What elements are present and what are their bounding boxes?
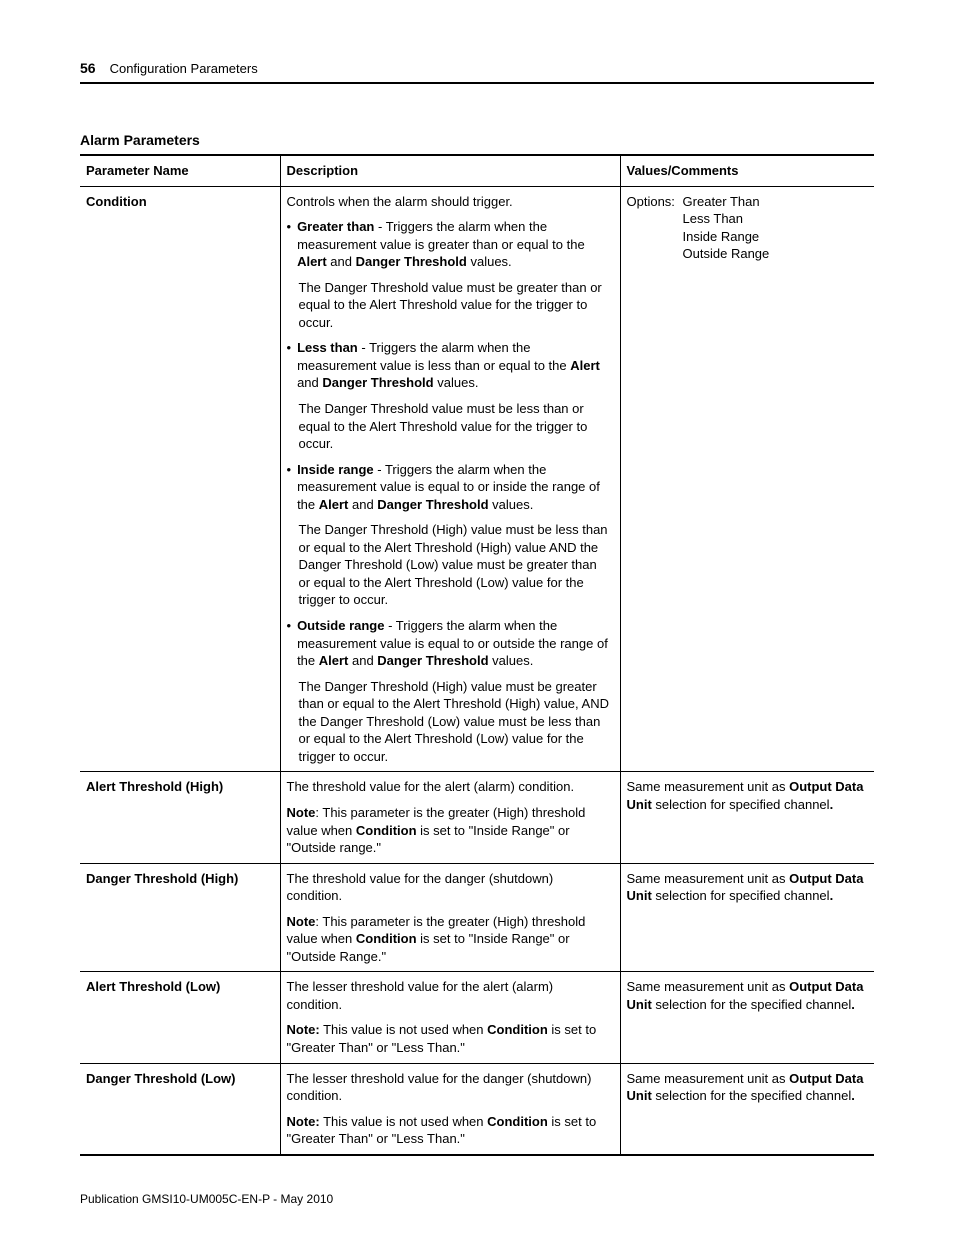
alarm-parameters-table: Parameter Name Description Values/Commen… [80, 154, 874, 1156]
param-desc: The lesser threshold value for the dange… [280, 1063, 620, 1155]
desc-note: Note: This value is not used when Condit… [287, 1021, 612, 1056]
text: values. [467, 254, 512, 269]
text: and [327, 254, 356, 269]
bullet-note: The Danger Threshold (High) value must b… [287, 678, 612, 766]
text: . [851, 1088, 855, 1103]
page-header: 56 Configuration Parameters [80, 60, 874, 84]
bullet-lead: Inside range [297, 462, 374, 477]
table-row: Danger Threshold (High) The threshold va… [80, 863, 874, 972]
bold-text: Condition [356, 823, 417, 838]
param-name: Danger Threshold (High) [80, 863, 280, 972]
options-list: Greater Than Less Than Inside Range Outs… [679, 193, 770, 263]
text: Same measurement unit as [627, 871, 790, 886]
table-row: Condition Controls when the alarm should… [80, 186, 874, 772]
option-item: Less Than [683, 210, 770, 228]
param-values: Same measurement unit as Output Data Uni… [620, 863, 874, 972]
option-item: Inside Range [683, 228, 770, 246]
bullet-note: The Danger Threshold (High) value must b… [287, 521, 612, 609]
bullet-item: • Greater than - Triggers the alarm when… [287, 218, 612, 271]
bullet-lead: Less than [297, 340, 358, 355]
section-title: Configuration Parameters [110, 61, 258, 76]
bullet-lead: Greater than [297, 219, 374, 234]
note-label: Note [287, 805, 316, 820]
note-label: Note: [287, 1114, 320, 1129]
param-desc: Controls when the alarm should trigger. … [280, 186, 620, 772]
text: values. [434, 375, 479, 390]
desc-text: The lesser threshold value for the dange… [287, 1070, 612, 1105]
param-name: Alert Threshold (High) [80, 772, 280, 863]
text: . [851, 997, 855, 1012]
desc-note: Note: This value is not used when Condit… [287, 1113, 612, 1148]
desc-note: Note: This parameter is the greater (Hig… [287, 804, 612, 857]
table-row: Alert Threshold (Low) The lesser thresho… [80, 972, 874, 1063]
text: selection for specified channel [652, 797, 830, 812]
desc-note: Note: This parameter is the greater (Hig… [287, 913, 612, 966]
param-desc: The threshold value for the danger (shut… [280, 863, 620, 972]
bold-text: Alert [319, 653, 349, 668]
text: and [348, 497, 377, 512]
text: This value is not used when [320, 1022, 487, 1037]
bold-text: Condition [487, 1022, 548, 1037]
table-row: Alert Threshold (High) The threshold val… [80, 772, 874, 863]
text: . [830, 797, 834, 812]
bold-text: Danger Threshold [377, 497, 488, 512]
text: Same measurement unit as [627, 779, 790, 794]
page-footer: Publication GMSI10-UM005C-EN-P - May 201… [80, 1192, 874, 1206]
bullet-note: The Danger Threshold value must be less … [287, 400, 612, 453]
desc-text: The lesser threshold value for the alert… [287, 978, 612, 1013]
param-values: Same measurement unit as Output Data Uni… [620, 772, 874, 863]
desc-text: The threshold value for the danger (shut… [287, 870, 612, 905]
text: and [297, 375, 322, 390]
note-label: Note [287, 914, 316, 929]
text: selection for specified channel [652, 888, 830, 903]
param-desc: The lesser threshold value for the alert… [280, 972, 620, 1063]
bold-text: Danger Threshold [322, 375, 433, 390]
text: This value is not used when [320, 1114, 487, 1129]
table-row: Danger Threshold (Low) The lesser thresh… [80, 1063, 874, 1155]
text: and [348, 653, 377, 668]
bold-text: Condition [356, 931, 417, 946]
bold-text: Alert [297, 254, 327, 269]
col-header-values: Values/Comments [620, 155, 874, 186]
text: values. [489, 653, 534, 668]
col-header-param: Parameter Name [80, 155, 280, 186]
param-name: Condition [80, 186, 280, 772]
bold-text: Danger Threshold [377, 653, 488, 668]
desc-text: Controls when the alarm should trigger. [287, 193, 612, 211]
param-name: Alert Threshold (Low) [80, 972, 280, 1063]
bullet-lead: Outside range [297, 618, 384, 633]
option-item: Outside Range [683, 245, 770, 263]
param-name: Danger Threshold (Low) [80, 1063, 280, 1155]
param-values: Options: Greater Than Less Than Inside R… [620, 186, 874, 772]
bullet-item: • Less than - Triggers the alarm when th… [287, 339, 612, 392]
option-item: Greater Than [683, 193, 770, 211]
bold-text: Condition [487, 1114, 548, 1129]
table-caption: Alarm Parameters [80, 132, 874, 148]
bold-text: Danger Threshold [356, 254, 467, 269]
text: values. [489, 497, 534, 512]
page-number: 56 [80, 60, 96, 76]
text: Same measurement unit as [627, 1071, 790, 1086]
bold-text: Alert [570, 358, 600, 373]
param-desc: The threshold value for the alert (alarm… [280, 772, 620, 863]
options-label: Options: [627, 193, 675, 211]
bold-text: Alert [319, 497, 349, 512]
text: selection for the specified channel [652, 1088, 851, 1103]
text: Same measurement unit as [627, 979, 790, 994]
note-label: Note: [287, 1022, 320, 1037]
param-values: Same measurement unit as Output Data Uni… [620, 1063, 874, 1155]
bullet-note: The Danger Threshold value must be great… [287, 279, 612, 332]
param-values: Same measurement unit as Output Data Uni… [620, 972, 874, 1063]
text: selection for the specified channel [652, 997, 851, 1012]
desc-text: The threshold value for the alert (alarm… [287, 778, 612, 796]
col-header-desc: Description [280, 155, 620, 186]
text: . [830, 888, 834, 903]
bullet-item: • Inside range - Triggers the alarm when… [287, 461, 612, 514]
bullet-item: • Outside range - Triggers the alarm whe… [287, 617, 612, 670]
